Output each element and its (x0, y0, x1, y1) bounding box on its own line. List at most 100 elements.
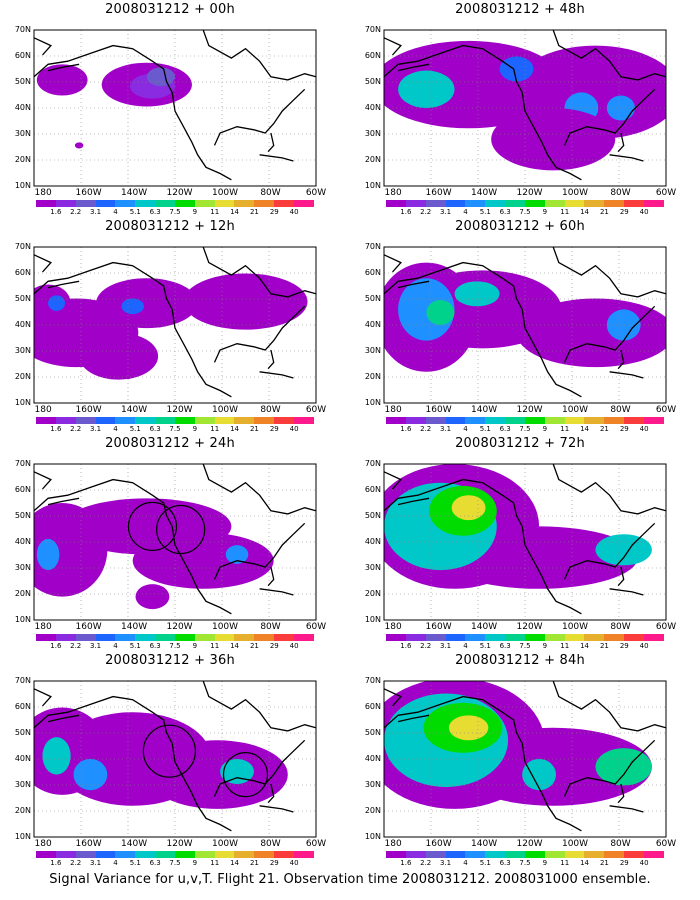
colorbar-swatch (386, 200, 406, 207)
colorbar-swatch (405, 851, 426, 858)
colorbar (36, 851, 314, 858)
panel-title: 2008031212 + 48h (455, 2, 585, 17)
map-panel-84h: 2008031212 + 84h 70N 60N 50N 40N 30N 20N 10N 18… (350, 651, 690, 867)
variance-blob (448, 715, 489, 741)
coastline (47, 497, 80, 506)
coastline (397, 714, 430, 723)
variance-blob (146, 67, 175, 87)
colorbar (36, 417, 314, 424)
colorbar-swatch (36, 851, 56, 858)
colorbar-swatch (584, 200, 605, 207)
variance-blob (36, 538, 60, 571)
colorbar-label: 29 (269, 642, 279, 650)
colorbar-label: 29 (619, 859, 629, 867)
longitude-label: 180 (34, 405, 52, 415)
colorbar-swatch (55, 200, 76, 207)
colorbar-label: 11 (560, 859, 570, 867)
colorbar-label: 5.1 (129, 425, 141, 433)
coastline (563, 305, 656, 363)
coastline (259, 154, 294, 162)
colorbar-swatch (194, 851, 215, 858)
colorbar-swatch (274, 417, 294, 424)
coastlines (384, 30, 666, 181)
colorbar-swatch (386, 417, 406, 424)
colorbar-label: 1.6 (50, 425, 62, 433)
longitude-label: 100W (211, 405, 239, 415)
colorbar-swatch (95, 851, 116, 858)
colorbar-swatch (254, 634, 275, 641)
colorbar-swatch (505, 200, 525, 207)
longitude-label: 180 (384, 839, 402, 849)
latitude-label: 30N (364, 780, 381, 789)
colorbar-label: 1.6 (400, 208, 412, 216)
colorbar-swatch (485, 851, 506, 858)
colorbar-swatch (564, 634, 585, 641)
variance-blob (225, 545, 249, 564)
colorbar-label: 11 (210, 859, 220, 867)
map-panel-24h: 2008031212 + 24h 70N 60N 50N 40N 30N 20N 10N 18… (0, 434, 340, 650)
variance-blob (79, 332, 159, 380)
coastline (617, 783, 625, 804)
variance-field (34, 707, 288, 809)
colorbar-label: 6.3 (499, 642, 511, 650)
colorbar-label: 6.3 (499, 425, 511, 433)
colorbar-label: 6.3 (149, 208, 161, 216)
latitude-label: 30N (364, 129, 381, 138)
longitude-label: 120W (166, 839, 193, 849)
colorbar-label: 9 (542, 425, 548, 433)
latitude-label: 50N (14, 728, 31, 737)
longitude-label: 120W (516, 622, 543, 632)
coastline (267, 566, 275, 587)
longitude-label: 100W (211, 622, 239, 632)
latitude-label: 60N (364, 51, 381, 60)
colorbar (386, 417, 664, 424)
variance-blob (595, 748, 652, 786)
map-panel-36h: 2008031212 + 36h 70N 60N 50N 40N 30N 20N 10N 18… (0, 651, 340, 867)
colorbar-swatch (293, 851, 314, 858)
colorbar-swatch (524, 200, 545, 207)
latitude-label: 10N (364, 398, 381, 407)
latitude-label: 60N (14, 51, 31, 60)
variance-blob (522, 759, 557, 791)
colorbar-label: 3.1 (89, 425, 102, 433)
colorbar-swatch (174, 200, 195, 207)
colorbar-swatch (643, 200, 664, 207)
colorbar-label: 14 (230, 859, 240, 867)
map-frame (383, 680, 667, 838)
longitude-label: 160W (425, 405, 452, 415)
colorbar-swatch (95, 417, 116, 424)
longitude-label: 100W (561, 188, 589, 198)
colorbar-label: 29 (269, 859, 279, 867)
colorbar-swatch (465, 634, 486, 641)
variance-map (383, 680, 667, 838)
colorbar-swatch (584, 417, 605, 424)
colorbar-swatch (624, 417, 644, 424)
coastline (34, 37, 52, 56)
variance-blob (74, 142, 84, 149)
longitude-label: 160W (75, 622, 102, 632)
colorbar-swatch (564, 200, 585, 207)
latitude-label: 20N (364, 806, 381, 815)
variance-blob (135, 584, 170, 610)
colorbar-swatch (524, 851, 545, 858)
coastline (34, 44, 232, 181)
colorbar-swatch (544, 417, 565, 424)
coastline (397, 497, 430, 506)
coastline (552, 30, 666, 81)
colorbar-label: 2.2 (70, 208, 82, 216)
variance-map (33, 246, 317, 404)
variance-blob (491, 108, 616, 171)
colorbar (386, 851, 664, 858)
colorbar-swatch (465, 200, 486, 207)
coastline (202, 247, 316, 298)
latitude-label: 10N (14, 398, 31, 407)
colorbar-label: 6.3 (149, 859, 161, 867)
colorbar-label: 5.1 (129, 642, 141, 650)
colorbar-label: 40 (639, 208, 649, 216)
coastline (34, 261, 232, 398)
longitude-label: 80W (610, 188, 631, 198)
longitude-label: 180 (34, 188, 52, 198)
colorbar-label: 4 (463, 208, 468, 216)
colorbar-swatch (425, 851, 446, 858)
colorbar-swatch (386, 634, 406, 641)
